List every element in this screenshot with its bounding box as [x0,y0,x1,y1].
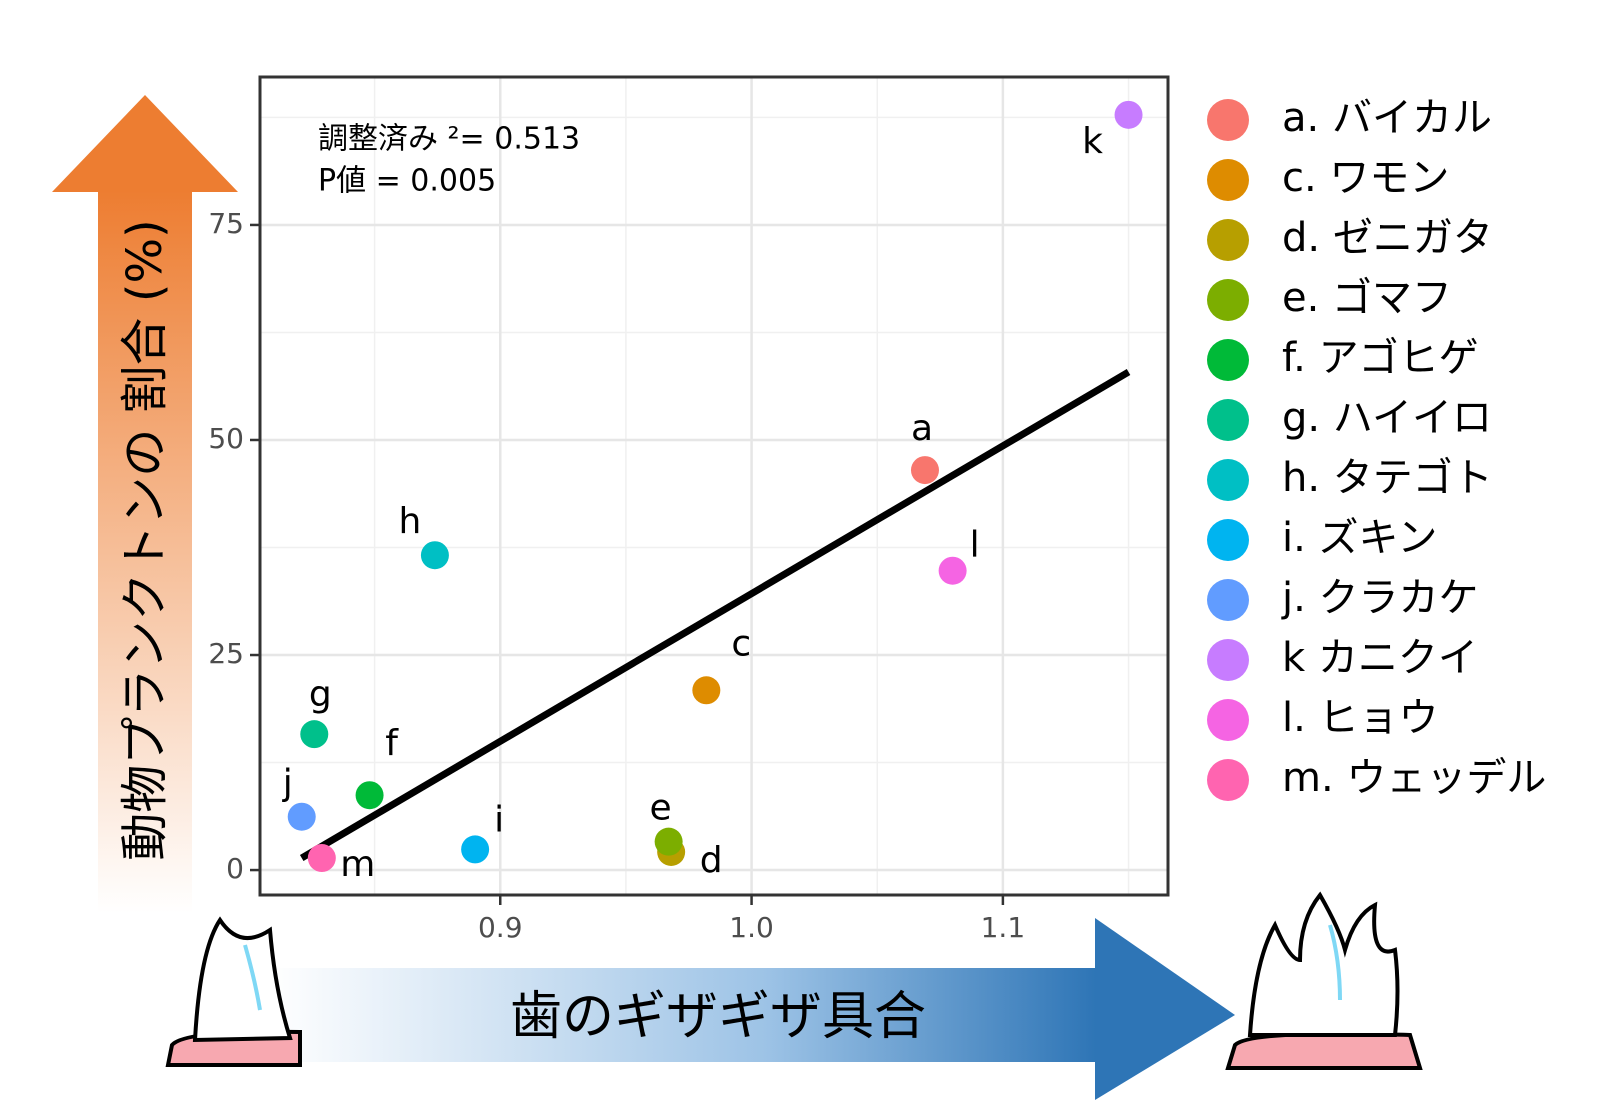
legend-swatch [1207,579,1249,621]
legend-swatch [1207,519,1249,561]
point [307,844,336,873]
legend-swatch [1207,459,1249,501]
point [910,456,939,485]
legend-swatch [1207,159,1249,201]
legend-label: i. ズキン [1282,515,1437,561]
point-label: h [399,501,422,542]
legend-label: j. クラカケ [1281,575,1479,621]
point-label: g [309,674,332,715]
x-tick-label: 1.0 [729,911,774,944]
point-label: d [700,840,723,881]
point [300,720,329,749]
point [692,676,721,705]
point [287,802,316,831]
y-tick-label: 75 [208,207,244,240]
y-axis-label: 動物プランクトンの 割合 (%) [117,219,173,861]
legend-label: l. ヒョウ [1282,695,1439,741]
point-label: a [911,408,933,449]
legend-label: d. ゼニガタ [1282,215,1493,261]
annotation: 調整済み ²= 0.513 [318,122,580,157]
legend-label: m. ウェッデル [1282,755,1546,801]
legend-swatch [1207,699,1249,741]
plot-background [260,77,1168,895]
annotation: P値 = 0.005 [318,164,496,199]
legend-swatch [1207,399,1249,441]
point-label: j [282,763,293,804]
legend-label: e. ゴマフ [1282,275,1452,321]
legend-swatch [1207,99,1249,141]
point-label: k [1082,121,1103,162]
point-label: i [494,799,504,840]
legend-swatch [1207,639,1249,681]
point-label: e [650,788,672,829]
point-label: f [385,723,399,764]
simple-tooth [165,916,302,1067]
point [355,781,384,810]
legend-label: c. ワモン [1282,155,1449,201]
x-tick-label: 0.9 [478,911,523,944]
legend-label: k カニクイ [1282,635,1478,681]
legend-label: g. ハイイロ [1282,395,1492,441]
legend-swatch [1207,759,1249,801]
y-arrow-shaft [98,191,192,913]
point [420,541,449,570]
legend-label: h. タテゴト [1282,455,1493,501]
serrated-tooth [1225,891,1423,1070]
point [1114,100,1143,129]
legend-label: a. バイカル [1282,95,1492,141]
legend-swatch [1207,339,1249,381]
x-arrow-head [1095,918,1235,1100]
point-label: l [970,525,980,566]
x-axis-label: 歯のギザギザ具合 [510,987,926,1047]
y-tick-label: 25 [208,637,244,670]
legend-swatch [1207,219,1249,261]
x-arrow-shaft [270,968,1096,1062]
plot-border [258,75,1170,897]
legend-swatch [1207,279,1249,321]
point-label: c [731,623,751,664]
y-tick-label: 0 [226,852,244,885]
point [938,556,967,585]
trend-line [299,369,1131,862]
point-label: m [340,844,375,885]
y-arrow-head [52,95,238,192]
y-tick-label: 50 [208,422,244,455]
point [654,827,683,856]
legend-label: f. アゴヒゲ [1282,335,1479,381]
point [461,835,490,864]
x-tick-label: 1.1 [981,911,1026,944]
